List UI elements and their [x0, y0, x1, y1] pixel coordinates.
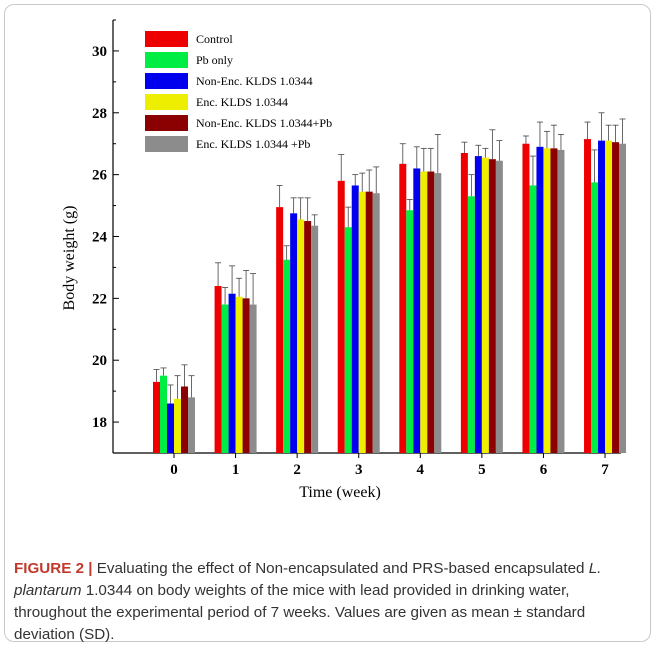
legend-label: Non-Enc. KLDS 1.0344+Pb [196, 116, 332, 130]
bar [214, 285, 222, 453]
y-tick-label: 18 [92, 415, 107, 431]
bar [228, 293, 236, 453]
y-tick-label: 26 [92, 168, 108, 184]
bar [399, 163, 407, 453]
bar [488, 159, 496, 453]
x-tick-label: 0 [170, 462, 178, 478]
bar-chart: 18 20 22 24 26 28 30 0 1 2 3 4 5 6 7 Control Pb only Non-… [61, 19, 627, 501]
bar [598, 140, 606, 453]
legend-swatch [145, 136, 188, 152]
bar [283, 259, 291, 453]
bar [619, 143, 627, 453]
bar [557, 149, 565, 453]
legend-swatch [145, 31, 188, 47]
y-tick-label: 20 [92, 353, 107, 369]
bar [297, 219, 305, 453]
bar [522, 143, 530, 453]
legend-swatch [145, 73, 188, 89]
legend-label: Non-Enc. KLDS 1.0344 [196, 74, 313, 88]
bar [536, 146, 544, 454]
figure-caption: FIGURE 2 | Evaluating the effect of Non-… [14, 558, 639, 646]
bar [543, 148, 551, 453]
bar [420, 171, 428, 454]
x-tick-label: 7 [601, 462, 609, 478]
bar [337, 180, 345, 454]
legend-label: Pb only [196, 53, 233, 67]
y-tick-label: 24 [92, 230, 108, 246]
bar [467, 196, 475, 454]
legend-swatch [145, 115, 188, 131]
bar [474, 156, 482, 454]
bar [434, 173, 442, 453]
y-tick-label: 30 [92, 44, 107, 60]
bar [372, 193, 380, 453]
plot-area: 18 20 22 24 26 28 30 0 1 2 3 4 5 6 7 Control Pb only Non-… [92, 19, 627, 478]
bar [406, 210, 414, 453]
bar [612, 142, 620, 454]
bar [221, 304, 229, 453]
legend-swatch [145, 52, 188, 68]
bar [235, 296, 243, 453]
caption-text-before: Evaluating the effect of Non-encapsulate… [92, 560, 589, 577]
bar [160, 375, 167, 453]
y-axis-label: Body weight (g) [61, 206, 78, 311]
bar [365, 191, 373, 453]
bar [427, 171, 435, 454]
bar [550, 148, 558, 453]
x-tick-label: 1 [232, 462, 240, 478]
bar [481, 157, 489, 453]
legend-label: Control [196, 32, 233, 46]
x-axis-label: Time (week) [299, 484, 381, 501]
y-tick-label: 22 [92, 291, 107, 307]
bar [358, 191, 366, 453]
bar [591, 182, 599, 453]
bar [311, 225, 319, 453]
bar [413, 168, 421, 453]
legend-label: Enc. KLDS 1.0344 +Pb [196, 137, 310, 151]
bar [304, 221, 312, 453]
caption-text-after: 1.0344 on body weights of the mice with … [14, 582, 586, 643]
bar [351, 185, 359, 454]
x-tick-label: 6 [540, 462, 548, 478]
legend-label: Enc. KLDS 1.0344 [196, 95, 288, 109]
bar [188, 397, 195, 453]
x-tick-label: 5 [478, 462, 486, 478]
bar [344, 227, 352, 453]
bar [529, 185, 537, 454]
bar [605, 140, 613, 453]
bar [181, 386, 188, 453]
bar [174, 398, 181, 453]
x-tick-label: 4 [417, 462, 425, 478]
x-tick-label: 3 [355, 462, 363, 478]
caption-species: L. plantarum [14, 560, 602, 599]
legend-swatch [145, 94, 188, 110]
bar [242, 298, 250, 453]
bar [276, 207, 284, 453]
bar [584, 139, 592, 453]
bar [290, 213, 298, 453]
caption-label: FIGURE 2 | [14, 560, 93, 577]
y-tick-label: 28 [92, 106, 107, 122]
bar [167, 403, 174, 453]
bar [460, 152, 468, 453]
bar [249, 304, 257, 453]
bar [495, 160, 503, 453]
bar [153, 381, 160, 453]
x-tick-label: 2 [293, 462, 301, 478]
